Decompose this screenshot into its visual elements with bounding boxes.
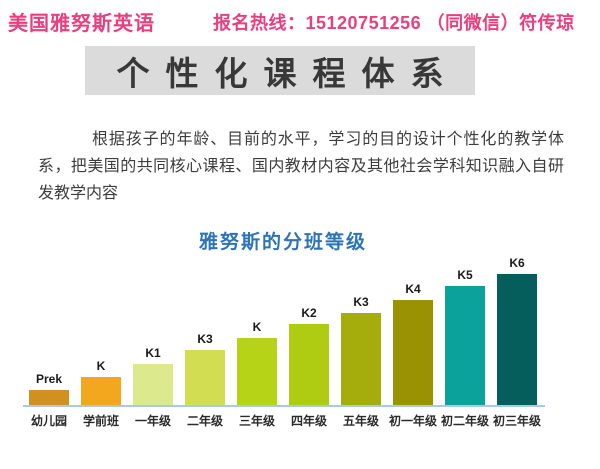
- category-label: 三年级: [238, 414, 275, 428]
- hotline-text: 报名热线：15120751256 （同微信）符传琼: [213, 13, 575, 33]
- bar-column: Prek: [23, 256, 75, 405]
- chart-title: 雅努斯的分班等级: [198, 232, 367, 253]
- bar-value-label: K6: [509, 256, 525, 270]
- intro-paragraph: 根据孩子的年龄、目前的水平，学习的目的设计个性化的教学体系，把美国的共同核心课程…: [38, 131, 564, 202]
- bar: [237, 338, 277, 405]
- bar-column: K5: [439, 256, 491, 405]
- bar-column: K3: [335, 256, 387, 405]
- category-label: 一年级: [134, 414, 171, 428]
- category-label: 幼儿园: [30, 414, 67, 428]
- bar: [393, 300, 433, 405]
- bar-value-label: K1: [145, 346, 161, 360]
- bar-value-label: Prek: [35, 372, 63, 386]
- bar: [289, 324, 329, 405]
- bar-value-label: K2: [301, 306, 317, 320]
- bar-column: K6: [491, 256, 543, 405]
- bar-value-label: K: [96, 359, 106, 373]
- bar: [29, 390, 69, 405]
- bar-value-label: K3: [197, 332, 213, 346]
- category-label: 初三年级: [492, 414, 541, 428]
- bar: [445, 286, 485, 405]
- bar-column: K2: [283, 256, 335, 405]
- category-label: 二年级: [186, 414, 223, 428]
- bar-value-label: K4: [405, 282, 421, 296]
- chart-baseline: [23, 405, 545, 407]
- category-label: 五年级: [342, 414, 379, 428]
- category-label: 学前班: [82, 414, 119, 428]
- category-label: 初二年级: [440, 414, 489, 428]
- bar-column: K: [231, 256, 283, 405]
- category-axis: 幼儿园 学前班 一年级 二年级 三年级 四年级 五年级 初一年级 初二年级 初三年级: [23, 412, 543, 429]
- bar: [341, 313, 381, 405]
- bar: [133, 364, 173, 405]
- brand-title: 美国雅努斯英语: [8, 13, 155, 35]
- bar-column: K: [75, 256, 127, 405]
- bar: [497, 274, 537, 405]
- bar-column: K4: [387, 256, 439, 405]
- bar-value-label: K: [252, 320, 262, 334]
- bar-value-label: K3: [353, 295, 369, 309]
- category-label: 四年级: [290, 414, 327, 428]
- banner-title: 个性化课程体系: [116, 54, 460, 92]
- section-banner: 个性化课程体系: [85, 46, 475, 95]
- bar-column: K3: [179, 256, 231, 405]
- category-label: 初一年级: [388, 414, 437, 428]
- bar-chart: Prek K K1 K3 K K2 K3 K4 K5 K6: [23, 256, 543, 405]
- bar: [81, 377, 121, 405]
- bar-column: K1: [127, 256, 179, 405]
- bar-value-label: K5: [457, 268, 473, 282]
- bar: [185, 350, 225, 405]
